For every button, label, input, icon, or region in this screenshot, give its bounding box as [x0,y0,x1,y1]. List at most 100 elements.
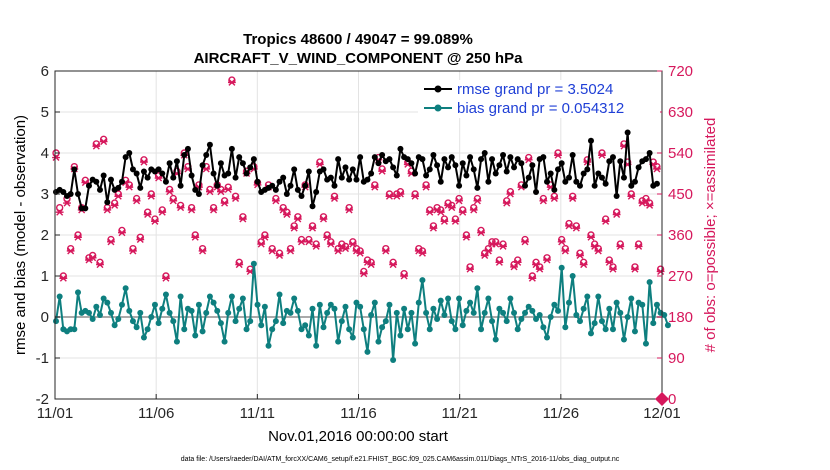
bias-point [338,318,345,325]
rmse-point [404,156,411,163]
rmse-point [228,145,235,152]
rmse-point [206,141,213,148]
bias-point [107,309,114,316]
rmse-point [107,176,114,183]
rmse-point [595,170,602,177]
y-left-tick-label: 3 [41,186,49,203]
bias-point [412,340,419,347]
bias-point [584,293,591,300]
legend-box [418,80,660,118]
obs-assimilated-point [235,261,244,269]
y-right-tick-label: 630 [668,104,693,121]
rmse-point [96,186,103,193]
bias-point [243,326,250,333]
obs-assimilated-point [385,192,394,200]
rmse-point [529,162,536,169]
rmse-point [67,191,74,197]
bias-point [89,316,96,323]
rmse-point [335,156,342,163]
y-right-tick-label: 90 [668,350,685,367]
rmse-point [129,166,136,173]
obs-assimilated-point [312,242,321,250]
obs-assimilated-point [418,249,427,257]
obs-assimilated-point [554,151,562,159]
y-left-tick-label: 0 [41,309,49,326]
obs-assimilated-point [323,233,332,241]
rmse-point [368,170,375,177]
obs-assimilated-point [612,211,621,218]
rmse-point [511,164,518,171]
bias-series-layer [53,260,671,364]
rmse-point [342,164,349,171]
bias-point [159,305,166,312]
obs-assimilated-point [315,160,324,168]
rmse-point [617,158,624,165]
obs-assimilated-point [499,242,507,250]
rmse-point [247,164,254,171]
rmse-point [540,154,547,161]
bias-point [71,326,78,333]
obs-assimilated-point [370,183,379,191]
rmse-point [159,170,166,177]
rmse-point [514,156,521,163]
rmse-point [236,154,243,161]
chart-title-line2: AIRCRAFT_V_WIND_COMPONENT @ 250 hPa [194,50,524,67]
legend: rmse grand pr = 3.5024 bias grand pr = 0… [418,80,660,118]
rmse-point [217,160,224,167]
bias-point [533,316,540,323]
x-tick-label: 11/26 [543,405,579,422]
rmse-point [576,182,583,189]
rmse-point [518,160,525,167]
rmse-point [481,150,488,156]
obs-assimilated-point [304,238,313,246]
obs-assimilated-point [92,142,101,150]
obs-assimilated-point [455,197,463,205]
obs-possible-point [55,203,64,212]
bias-point [74,289,81,296]
bias-point [294,307,301,314]
x-tick-label: 11/21 [441,405,477,422]
bias-point [93,303,100,310]
bias-point [265,342,272,349]
bias-point [489,318,496,325]
bias-point [140,334,147,341]
obs-assimilated-point [466,265,474,273]
bias-point [437,297,444,304]
bias-point [236,305,243,312]
bias-point [181,326,188,333]
rmse-point [544,178,551,185]
obs-assimilated-point [656,267,665,275]
bias-point [551,301,558,308]
rmse-point [338,174,345,181]
obs-assimilated-point [140,158,148,166]
bias-point [613,299,620,306]
bias-point [507,295,514,302]
obs-assimilated-point [396,190,405,198]
bias-point [298,326,305,333]
rmse-point [294,186,301,193]
bias-point [177,293,184,300]
obs-assimilated-point [425,208,434,216]
obs-assimilated-point [129,247,137,255]
y-left-tick-label: 6 [41,63,49,80]
bias-point [522,309,529,316]
rmse-point [580,170,587,177]
obs-assimilated-point [411,192,420,200]
obs-assimilated-point [627,192,636,200]
bias-point [151,301,158,308]
bias-point [144,326,151,333]
rmse-point [470,166,477,173]
obs-assimilated-point [52,154,60,162]
rmse-point [291,166,298,173]
bias-point [203,309,210,316]
obs-assimilated-point [341,245,350,253]
obs-assimilated-point [158,208,167,216]
rmse-point [631,178,638,185]
obs-assimilated-point [209,206,218,214]
rmse-point [170,174,177,181]
bias-point [525,303,532,310]
bias-point [192,332,199,339]
rmse-series-layer [53,129,660,212]
obs-assimilated-point [631,265,639,273]
